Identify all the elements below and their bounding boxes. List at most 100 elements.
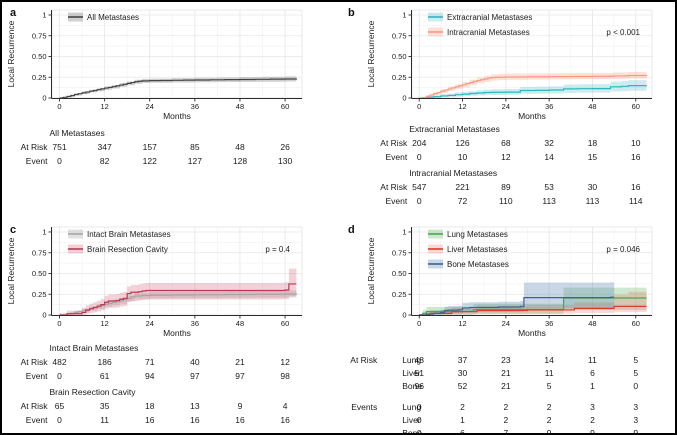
risk-table-row-label: Event <box>25 371 48 381</box>
risk-table-cell: 96 <box>414 381 424 391</box>
confidence-band <box>419 282 615 315</box>
p-value-label: p = 0.4 <box>265 245 290 254</box>
risk-table-cell: 482 <box>52 357 67 367</box>
panel-d: d 0 12 24 36 48 60 0 0.25 0.50 0.75 1 Months Local R… <box>340 219 675 433</box>
cumulative-incidence-chart-brain: 0 12 24 36 48 60 0 0.25 0.50 0.75 1 Months Local Rec… <box>6 226 303 338</box>
risk-table-cell: 18 <box>587 138 598 148</box>
risk-table-extracranial-intracranial: Extracranial Metastases At Risk 204 126 68 32… <box>340 2 675 219</box>
risk-table-cell: 113 <box>585 196 600 206</box>
legend-label: Intact Brain Metastases <box>87 230 171 239</box>
risk-table-cell: 48 <box>414 355 424 365</box>
risk-table-cell: 16 <box>190 415 200 425</box>
cumulative-incidence-chart-extracranial-intracranial: 0 12 24 36 48 60 0 0.25 0.50 0.75 1 Months Local Rec… <box>366 9 653 121</box>
risk-table-cell: 21 <box>235 357 245 367</box>
risk-table-cell: 114 <box>628 196 643 206</box>
risk-table-cell: 122 <box>142 156 157 166</box>
y-tick-label: 0.75 <box>392 31 407 40</box>
x-tick-label: 0 <box>57 102 61 111</box>
risk-table-cell: 4 <box>282 401 288 411</box>
panel-letter-b: b <box>348 7 355 19</box>
risk-table-cell: 6 <box>590 368 595 378</box>
risk-table-cell: 2 <box>546 402 552 412</box>
risk-table-cell: 14 <box>544 355 554 365</box>
risk-table-group-title: Intracranial Metastases <box>409 168 498 178</box>
risk-table-cell: 2 <box>503 402 509 412</box>
x-tick-label: 60 <box>281 319 289 328</box>
legend-label: Intracranial Metastases <box>447 28 530 37</box>
y-axis-title: Local Recurrence <box>366 20 376 87</box>
risk-table-row-label: Event <box>25 156 48 166</box>
legend-label: Extracranial Metastases <box>447 13 532 22</box>
risk-table-row-label: Bone <box>402 381 423 391</box>
confidence-band <box>59 75 297 98</box>
risk-table-cell: 97 <box>235 371 245 381</box>
risk-table-cell: 0 <box>416 152 422 162</box>
p-value-label: p = 0.046 <box>606 245 640 254</box>
risk-table-cell: 2 <box>590 415 595 425</box>
risk-table-cell: 1 <box>590 381 595 391</box>
risk-table-row-label: Liver <box>402 368 421 378</box>
x-tick-label: 36 <box>191 102 199 111</box>
risk-table-cell: 30 <box>457 368 468 378</box>
risk-table-cell: 547 <box>412 182 427 192</box>
x-tick-label: 24 <box>146 319 154 328</box>
risk-table-cell: 61 <box>99 371 110 381</box>
risk-table-group-title: Intact Brain Metastases <box>49 343 139 353</box>
risk-table-cell: 16 <box>145 415 155 425</box>
x-axis-title: Months <box>163 328 191 338</box>
plot-area <box>51 9 303 99</box>
risk-table-cell: 12 <box>501 152 511 162</box>
y-axis-title: Local Recurrence <box>366 237 376 304</box>
panel-letter-c: c <box>10 224 17 236</box>
y-tick-label: 0.25 <box>392 290 407 299</box>
legend-label: Brain Resection Cavity <box>87 245 168 254</box>
y-tick-label: 0.50 <box>32 52 47 61</box>
risk-table-row-label: At Risk <box>380 138 408 148</box>
risk-table-cell: 0 <box>57 371 62 381</box>
risk-table-cell: 7 <box>503 428 509 435</box>
risk-table-cell: 94 <box>145 371 155 381</box>
risk-table-cell: 85 <box>190 142 200 152</box>
y-tick-label: 0 <box>42 94 46 103</box>
x-tick-label: 48 <box>236 102 244 111</box>
legend-label: Lung Metastases <box>447 230 508 239</box>
y-tick-label: 0.50 <box>32 269 47 278</box>
legend-label: Bone Metastases <box>447 260 509 269</box>
risk-table-cell: 11 <box>588 355 597 365</box>
risk-table-cell: 11 <box>100 415 110 425</box>
risk-table-side-label: Events <box>351 402 378 412</box>
risk-table-cell: 751 <box>52 142 67 152</box>
risk-table-group-title: All Metastases <box>49 128 105 138</box>
survival-step-line <box>419 74 648 99</box>
risk-table-cell: 26 <box>280 142 290 152</box>
x-tick-label: 48 <box>588 319 596 328</box>
risk-table-cell: 82 <box>99 156 110 166</box>
risk-table-cell: 347 <box>97 142 112 152</box>
x-tick-label: 36 <box>545 102 553 111</box>
risk-table-cell: 40 <box>190 357 200 367</box>
risk-table-cell: 9 <box>237 401 243 411</box>
risk-table-cell: 98 <box>280 371 290 381</box>
risk-table-row-label: Liver <box>402 415 421 425</box>
risk-table-cell: 0 <box>57 156 62 166</box>
risk-table-cell: 3 <box>590 402 595 412</box>
risk-table-cell: 9 <box>546 428 552 435</box>
survival-step-line <box>419 297 647 316</box>
risk-table-cell: 0 <box>57 415 62 425</box>
risk-table-cell: 16 <box>280 415 290 425</box>
risk-table-group-title: Brain Resection Cavity <box>49 387 136 397</box>
y-tick-label: 0.25 <box>392 73 407 82</box>
risk-table-cell: 0 <box>416 428 422 435</box>
risk-table-cell: 32 <box>544 138 554 148</box>
risk-table-cell: 37 <box>457 355 468 365</box>
cumulative-incidence-chart-all-metastases: 0 12 24 36 48 60 0 0.25 0.50 0.75 1 Months Local Rec… <box>6 9 303 121</box>
y-tick-label: 1 <box>402 228 406 237</box>
survival-step-line <box>419 296 615 316</box>
risk-table-cell: 14 <box>544 152 554 162</box>
legend-label: Liver Metastases <box>447 245 507 254</box>
risk-table-cell: 13 <box>190 401 200 411</box>
y-tick-label: 0.50 <box>392 52 407 61</box>
risk-table-cell: 204 <box>412 138 427 148</box>
x-tick-label: 0 <box>417 102 421 111</box>
y-tick-label: 1 <box>42 228 46 237</box>
